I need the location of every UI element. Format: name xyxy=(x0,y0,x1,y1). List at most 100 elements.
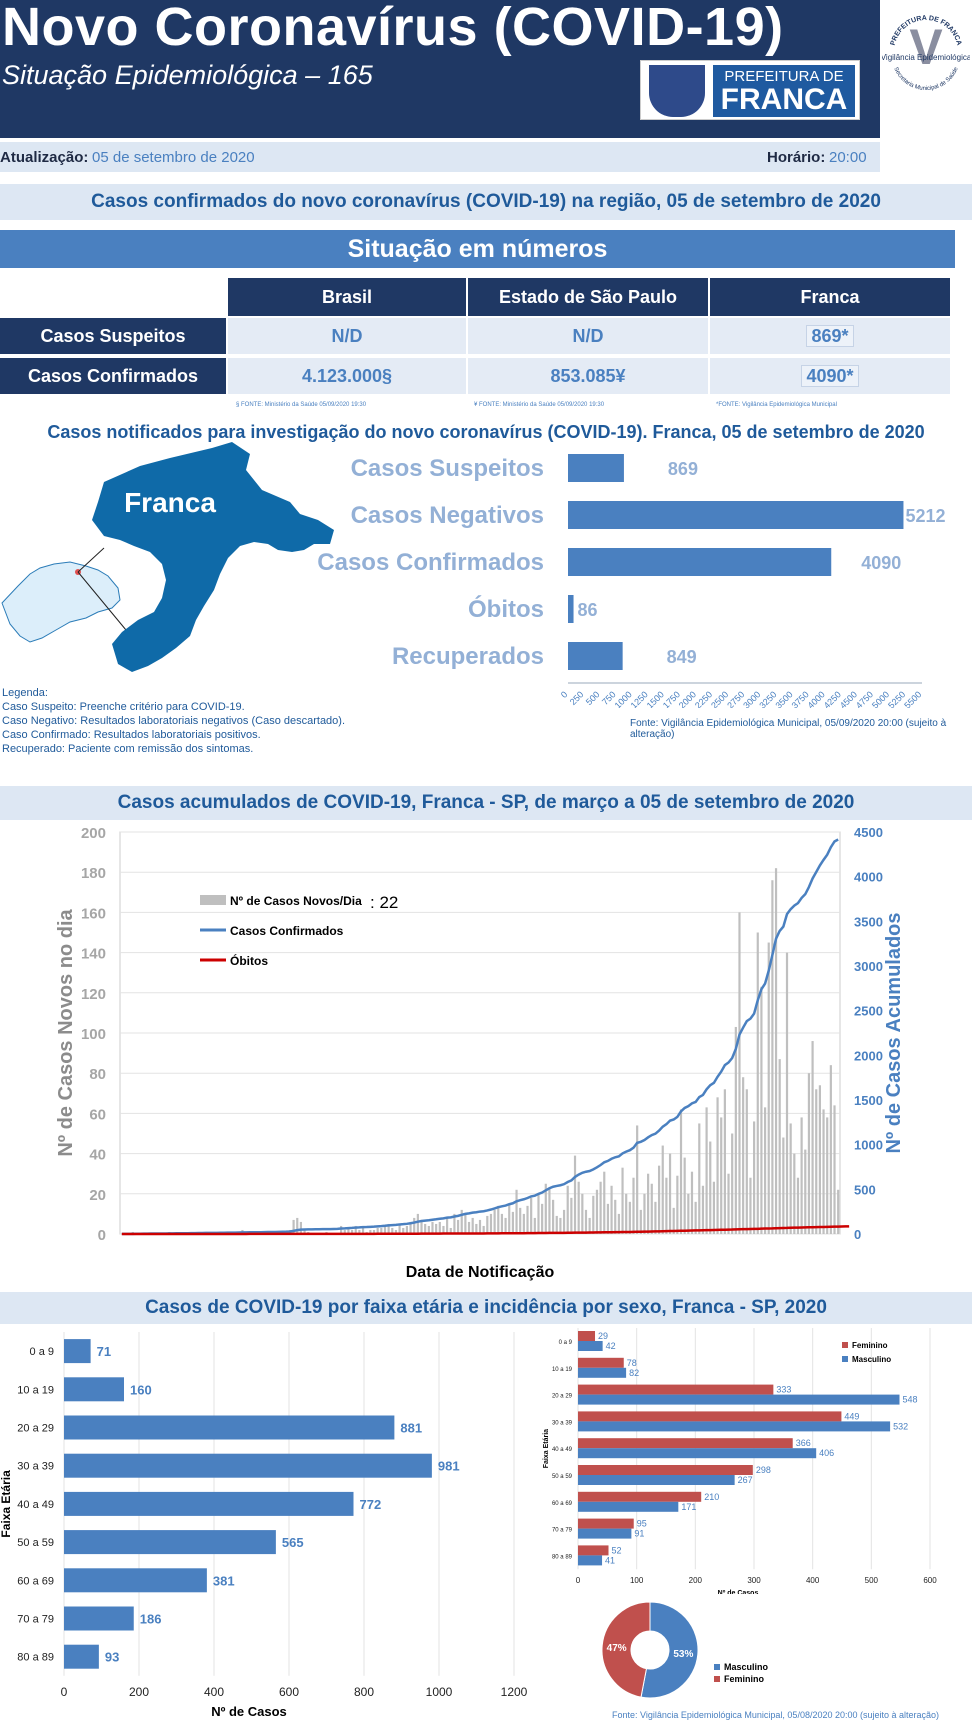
accum-daily-bar xyxy=(647,1173,650,1234)
notified-value-label: 86 xyxy=(578,600,598,620)
accum-daily-bar xyxy=(431,1221,434,1234)
sex-value-feminino: 366 xyxy=(796,1438,811,1448)
sex-bar-masculino xyxy=(578,1367,627,1378)
accum-daily-bar xyxy=(796,1177,800,1234)
age-bar xyxy=(64,1644,99,1669)
accum-daily-bar xyxy=(763,1107,767,1234)
pie-label: 53% xyxy=(673,1649,693,1660)
cell-sp-confirmados: 853.085¥ xyxy=(468,358,708,394)
accum-left-tick: 100 xyxy=(81,1026,106,1043)
accum-daily-bar xyxy=(690,1171,694,1234)
sex-xlabel: Nº de Casos xyxy=(718,1590,759,1594)
accum-daily-bar xyxy=(742,1077,745,1234)
accum-daily-bar xyxy=(387,1223,390,1234)
accum-daily-bar xyxy=(581,1193,584,1234)
age-x-tick: 0 xyxy=(61,1685,68,1699)
accum-daily-bar xyxy=(723,1089,726,1234)
accum-daily-bar xyxy=(383,1225,387,1234)
sex-bar-feminino xyxy=(578,1545,609,1556)
age-x-tick: 400 xyxy=(204,1685,224,1699)
sex-legend-f: Feminino xyxy=(852,1341,888,1350)
sex-x-tick: 0 xyxy=(576,1576,581,1585)
sex-value-masculino: 41 xyxy=(605,1555,615,1565)
age-category-label: 60 a 69 xyxy=(17,1575,54,1587)
cell-sp-suspeitos: N/D xyxy=(468,318,708,354)
accum-daily-bar xyxy=(350,1229,354,1234)
sex-category-label: 80 a 89 xyxy=(552,1554,573,1560)
accum-daily-bar xyxy=(753,1121,756,1234)
vigilancia-logo: PREFEITURA DE FRANCA V Vigilância Epidem… xyxy=(882,15,970,92)
accum-daily-bar xyxy=(548,1187,551,1234)
sex-value-feminino: 210 xyxy=(704,1492,719,1502)
accum-daily-bar xyxy=(745,1089,748,1234)
age-category-label: 80 a 89 xyxy=(17,1652,54,1664)
accum-daily-bar xyxy=(555,1215,558,1234)
accum-daily-bar xyxy=(672,1207,675,1234)
accum-daily-bar xyxy=(822,1109,825,1234)
accum-daily-bar xyxy=(559,1217,562,1234)
accum-daily-bar xyxy=(438,1221,441,1234)
age-x-tick: 1200 xyxy=(501,1685,528,1699)
col-franca: Franca xyxy=(710,278,950,316)
accum-daily-bar xyxy=(486,1215,489,1234)
accum-daily-bar xyxy=(738,912,741,1234)
accum-left-tick: 180 xyxy=(81,865,106,882)
accum-daily-bar xyxy=(632,1177,635,1234)
accum-daily-bar xyxy=(376,1227,379,1234)
sex-category-label: 30 a 39 xyxy=(552,1420,573,1426)
accum-daily-bar xyxy=(537,1193,540,1234)
age-value-label: 381 xyxy=(213,1573,235,1588)
accum-daily-bar xyxy=(716,1097,719,1234)
accum-daily-bar xyxy=(665,1177,668,1234)
accum-daily-bar xyxy=(460,1209,463,1234)
notified-category-label: Casos Suspeitos xyxy=(351,455,544,482)
cell-franca-suspeitos: 869* xyxy=(806,325,854,347)
notified-category-label: Casos Negativos xyxy=(351,502,544,529)
sex-value-masculino: 91 xyxy=(634,1529,644,1539)
accum-daily-bar xyxy=(409,1221,412,1234)
accum-daily-bar xyxy=(427,1225,430,1234)
accum-daily-bar xyxy=(391,1227,394,1234)
notified-chart: Casos Suspeitos 869 Casos Negativos 5212 Cas… xyxy=(317,454,946,708)
accum-daily-bar xyxy=(734,1026,737,1234)
notified-title: Casos notificados para investigação do n… xyxy=(47,422,925,442)
sex-value-masculino: 171 xyxy=(681,1502,696,1512)
franca-map: Franca xyxy=(1,442,334,672)
accum-daily-bar xyxy=(643,1193,646,1234)
accum-daily-bar xyxy=(811,1041,814,1234)
sex-value-masculino: 406 xyxy=(819,1448,834,1458)
accum-daily-bar xyxy=(292,1219,295,1234)
accum-daily-bar xyxy=(625,1193,628,1234)
accum-daily-bar xyxy=(446,1217,449,1234)
hour-value: 20:00 xyxy=(829,149,867,166)
cell-brasil-suspeitos: N/D xyxy=(228,318,466,354)
accum-daily-bar xyxy=(676,1175,679,1234)
accum-daily-bar xyxy=(530,1197,533,1234)
accum-daily-bar xyxy=(771,880,774,1234)
accum-daily-bar xyxy=(694,1201,697,1234)
accum-left-tick: 20 xyxy=(89,1187,106,1204)
age-category-label: 0 a 9 xyxy=(30,1346,54,1358)
notified-value-label: 5212 xyxy=(905,506,945,526)
accum-daily-bar xyxy=(774,868,778,1234)
accum-daily-bar xyxy=(296,1217,299,1234)
col-brasil: Brasil xyxy=(228,278,466,316)
sex-pie-chart: 53% 47% Masculino Feminino Fonte: Vigilância… xyxy=(601,1601,939,1720)
cell-brasil-confirmados: 4.123.000§ xyxy=(228,358,466,394)
accum-daily-bar xyxy=(705,1107,708,1234)
sex-value-feminino: 52 xyxy=(612,1545,622,1555)
accum-daily-bar xyxy=(833,1105,836,1234)
accum-chart: 0204060801001201401601802000500100015002… xyxy=(55,825,905,1281)
accum-right-tick: 3000 xyxy=(854,959,883,974)
accum-left-tick: 60 xyxy=(89,1106,106,1123)
sex-bar-feminino xyxy=(578,1384,774,1395)
age-value-label: 565 xyxy=(282,1535,304,1550)
age-bar xyxy=(64,1415,395,1440)
sex-bar-feminino xyxy=(578,1438,793,1449)
accum-ylabel-right: Nº de Casos Acumulados xyxy=(883,912,905,1153)
accum-daily-bar xyxy=(522,1213,525,1234)
accum-daily-bar xyxy=(398,1223,401,1234)
accum-daily-bar xyxy=(727,1173,730,1234)
sex-x-tick: 100 xyxy=(630,1576,644,1585)
accum-daily-bar xyxy=(508,1203,511,1234)
